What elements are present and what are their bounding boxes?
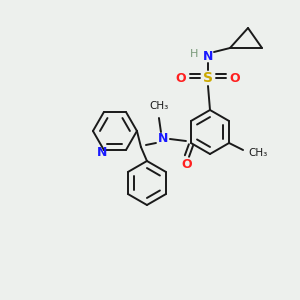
Text: N: N (203, 50, 213, 62)
Text: H: H (190, 49, 198, 59)
Text: O: O (182, 158, 192, 172)
Text: S: S (203, 71, 213, 85)
Text: N: N (158, 133, 168, 146)
Text: N: N (97, 146, 107, 159)
Text: O: O (176, 71, 186, 85)
Text: O: O (230, 71, 240, 85)
Text: CH₃: CH₃ (149, 101, 169, 111)
Text: CH₃: CH₃ (248, 148, 267, 158)
